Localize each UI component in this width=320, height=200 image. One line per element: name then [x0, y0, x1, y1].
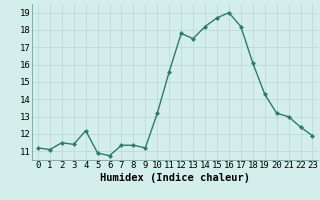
X-axis label: Humidex (Indice chaleur): Humidex (Indice chaleur): [100, 173, 250, 183]
